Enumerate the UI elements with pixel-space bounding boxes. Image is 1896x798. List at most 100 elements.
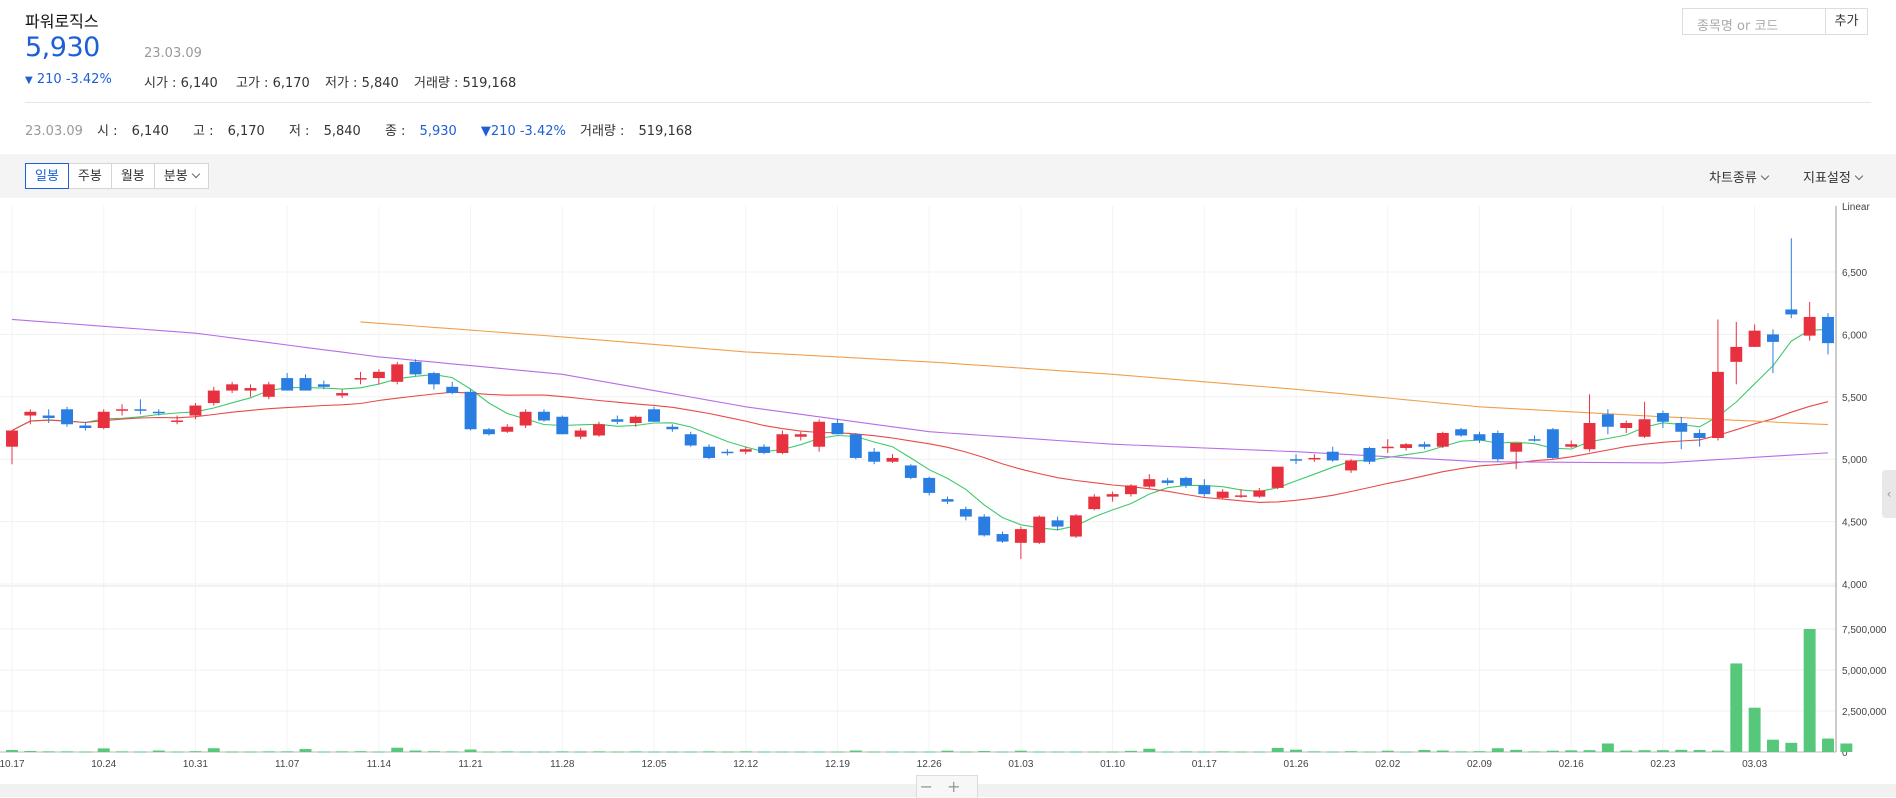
volume-tick-label: 5,000,000 [1842,666,1887,677]
candle-body [1601,414,1614,427]
candle-body [537,411,550,421]
chart-type-menu[interactable]: 차트종류 [1709,167,1770,186]
ohlc-date: 23.03.09 [25,124,83,139]
candle-body [1436,432,1449,447]
candle-body [1033,516,1046,543]
price-tick-label: 5,000 [1842,455,1867,466]
date-tick-label: 10.17 [0,759,25,770]
candle-body [134,409,147,411]
add-button[interactable]: 추가 [1826,8,1868,35]
volume-bar [1675,749,1688,752]
candle-body [776,434,789,453]
candle-body [739,449,752,452]
volume-bar [1711,750,1724,752]
volume-bar [1014,750,1027,752]
candle-body [1400,444,1413,448]
period-tabs: 일봉 주봉 월봉 분봉 [25,163,209,189]
date-tick-label: 11.21 [458,759,483,770]
volume-tick-label: 0 [1842,748,1848,759]
candle-body [446,386,459,394]
candle-body [721,451,734,454]
quote-date: 23.03.09 [144,46,202,61]
tab-daily[interactable]: 일봉 [25,163,69,189]
search-input[interactable]: 종목명 or 코드 [1682,8,1826,35]
volume-bar [1216,751,1229,753]
date-tick-label: 01.17 [1192,759,1217,770]
ma120-line [360,321,1829,426]
candle-body [1528,439,1541,441]
side-panel-toggle[interactable]: ‹ [1882,470,1896,518]
price-chart[interactable]: Linear 4,000 4,500 5,000 5,500 6,000 6,500 0 2,5… [0,198,1896,784]
volume-bar [116,751,129,753]
ohlc-close: 종 : 5,930 [384,124,457,139]
tab-weekly[interactable]: 주봉 [68,163,112,189]
volume-bar [1400,751,1413,753]
volume-bar [1345,751,1358,753]
scale-label: Linear [1842,202,1870,213]
ohlc-volume: 거래량 : 519,168 [579,124,693,139]
volume-bar [134,751,147,753]
candle-body [904,465,917,478]
volume-bar [886,751,899,753]
candle-body [831,423,844,435]
candle-body [1124,485,1137,495]
candle-body [1473,434,1486,441]
volume-bar [1583,750,1596,752]
candle-body [336,393,349,396]
zoom-out-button[interactable]: − [919,777,947,796]
volume-bar [794,751,807,753]
volume-bar [923,751,936,753]
volume-bar [1693,750,1706,752]
ohlc-summary: 23.03.09 시 : 6,140 고 : 6,170 저 : 5,840 종… [25,120,712,139]
price-tick-label: 4,000 [1842,580,1867,591]
date-tick-label: 10.31 [183,759,208,770]
volume-bar [281,751,294,753]
candle-body [996,534,1009,542]
candle-body [317,384,330,387]
volume-bar [556,751,569,753]
indicator-menu[interactable]: 지표설정 [1803,167,1864,186]
candle-body [1620,423,1633,428]
volume-bar [849,750,862,752]
volume-bar [1491,748,1504,752]
volume-bar [226,751,239,753]
volume-tick-label: 2,500,000 [1842,707,1887,718]
volume-bar [1143,748,1156,752]
tab-minute[interactable]: 분봉 [154,163,209,189]
candle-body [1198,485,1211,495]
volume-bar [1106,751,1119,753]
candle-body [1345,460,1358,471]
candle-body [1491,432,1504,460]
candle-body [666,426,679,430]
volume-bar [1381,750,1394,752]
tab-monthly[interactable]: 월봉 [111,163,155,189]
volume-bar [1638,750,1651,752]
low-stat: 저가 : 5,840 [325,76,399,91]
volume-bar [978,751,991,753]
zoom-in-button[interactable]: + [947,777,975,796]
volume-bar [42,751,55,753]
volume-bar [1748,707,1761,752]
volume-bar [684,751,697,753]
candle-body [1290,459,1303,461]
volume-bar [813,751,826,753]
candle-body [794,434,807,437]
volume-bar [1528,751,1541,753]
candle-body [1546,429,1559,458]
chevron-down-icon [1760,171,1770,181]
volume-bar [409,750,422,752]
candle-body [1510,442,1523,452]
candle-body [391,364,404,382]
date-tick-label: 02.02 [1375,759,1400,770]
candle-body [244,388,257,391]
volume-bar [1051,751,1064,753]
candle-body [1565,444,1578,447]
volume-bar [996,751,1009,753]
candle-body [482,429,495,435]
zoom-controls[interactable]: −+ [916,775,978,798]
volume-bar [1033,751,1046,753]
volume-bar [758,751,771,753]
candle-body [886,457,899,462]
candle-body [1693,432,1706,438]
open-stat: 시가 : 6,140 [144,76,218,91]
